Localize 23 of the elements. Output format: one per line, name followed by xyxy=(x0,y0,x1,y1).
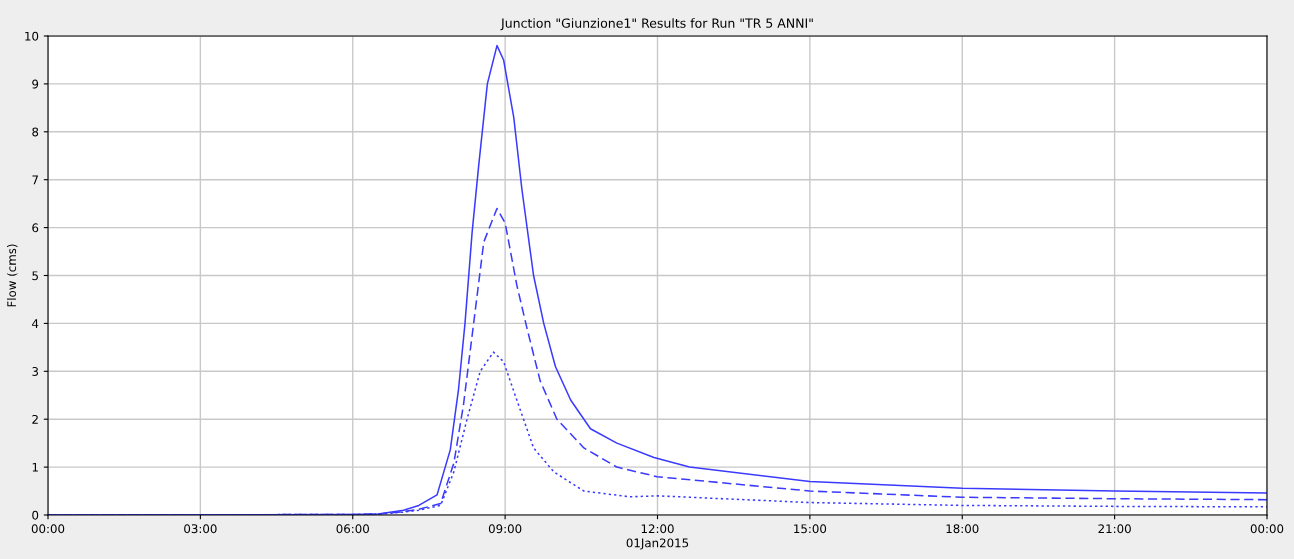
y-tick-label: 4 xyxy=(32,319,39,328)
x-tick-label: 00:00 xyxy=(31,524,65,534)
x-tick-label: 03:00 xyxy=(184,524,217,534)
x-tick-label: 15:00 xyxy=(794,524,827,534)
y-tick-label: 6 xyxy=(32,223,39,233)
y-tick-label: 10 xyxy=(25,31,39,41)
y-tick-label: 7 xyxy=(32,175,38,185)
x-tick-label: 18:00 xyxy=(946,524,979,534)
x-tick-label: 06:00 xyxy=(336,524,369,534)
y-tick-label: 9 xyxy=(32,79,39,89)
x-tick-label: 21:00 xyxy=(1098,524,1131,534)
y-tick-label: 5 xyxy=(32,271,38,281)
x-tick-label: 12:00 xyxy=(641,524,674,534)
y-axis-title: Flow (cms) xyxy=(6,244,18,307)
y-tick-label: 1 xyxy=(32,462,38,472)
y-tick-label: 3 xyxy=(32,367,39,376)
chart-title: Junction "Giunzione1" Results for Run "TR 5 ANNI" xyxy=(500,18,813,31)
x-tick-label: 00:00 xyxy=(1250,524,1284,534)
x-tick-label: 09:00 xyxy=(488,524,522,534)
x-axis-title: 01Jan2015 xyxy=(626,538,689,550)
y-tick-label: 2 xyxy=(32,414,38,424)
y-tick-label: 8 xyxy=(32,127,39,137)
y-tick-label: 0 xyxy=(32,510,39,520)
